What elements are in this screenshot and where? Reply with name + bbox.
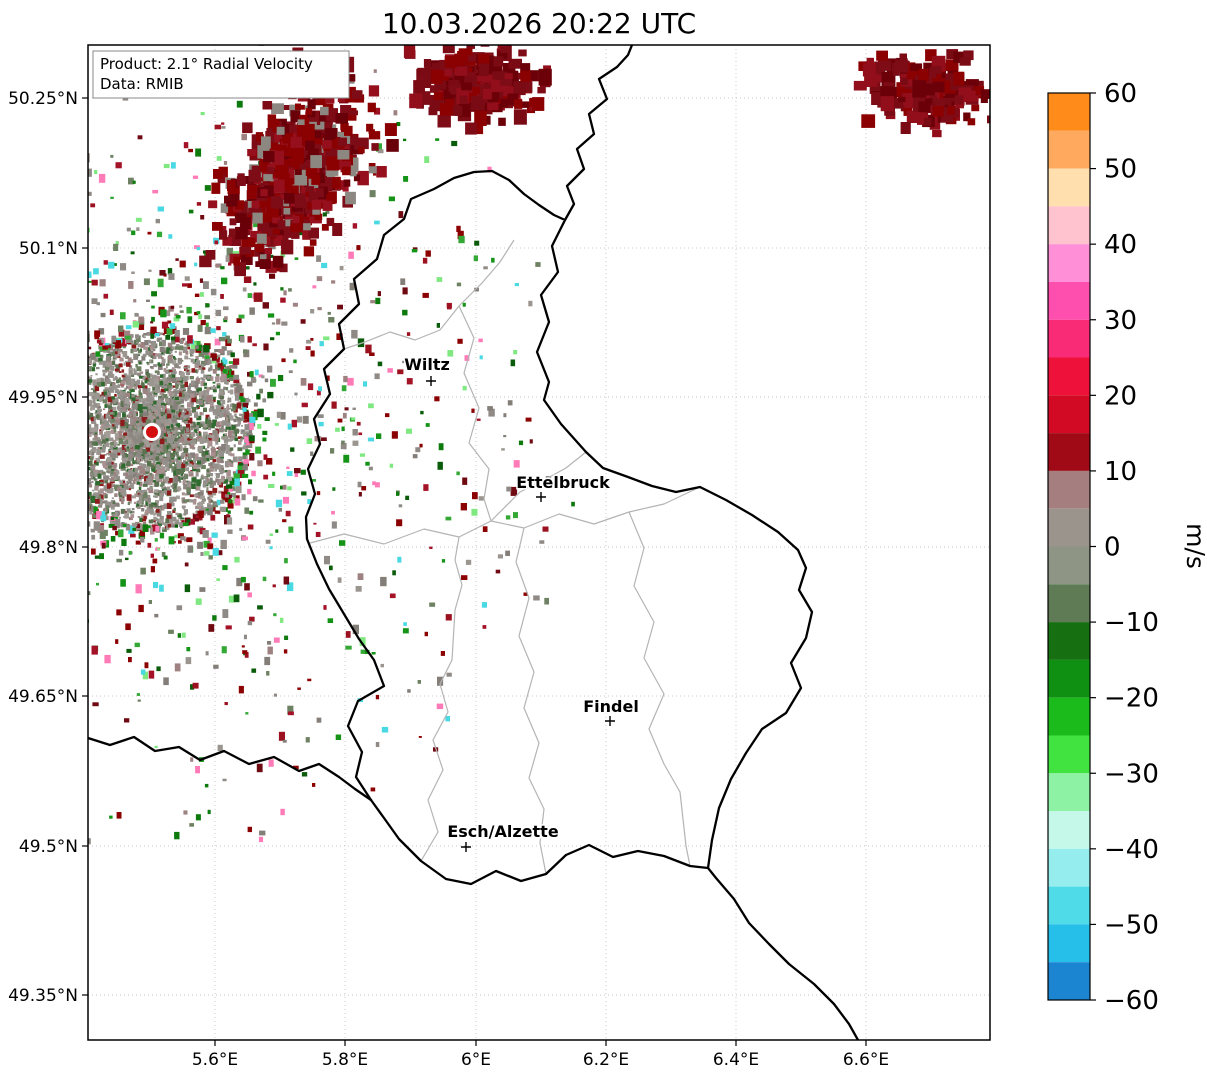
city-marker bbox=[536, 492, 546, 502]
lat-tick-label: 49.95°N bbox=[8, 388, 78, 408]
colorbar-segment bbox=[1048, 811, 1090, 849]
lon-tick-label: 6.2°E bbox=[583, 1050, 629, 1070]
colorbar-tick-label: −50 bbox=[1104, 910, 1159, 940]
city-label: Wiltz bbox=[404, 355, 450, 374]
district-border bbox=[628, 511, 691, 867]
colorbar-tick-label: 40 bbox=[1104, 230, 1137, 260]
country-border bbox=[304, 169, 814, 886]
country-borders-layer bbox=[88, 45, 860, 1040]
colorbar-segment bbox=[1048, 886, 1090, 925]
colorbar-unit-label: m/s bbox=[1181, 523, 1207, 569]
lon-tick-label: 6°E bbox=[461, 1050, 491, 1070]
colorbar-tick-label: −60 bbox=[1104, 986, 1159, 1016]
colorbar-segment bbox=[1048, 357, 1090, 396]
colorbar-tick-label: 20 bbox=[1104, 381, 1137, 411]
radar-echo-layer bbox=[88, 45, 990, 845]
colorbar-segment bbox=[1048, 735, 1090, 774]
colorbar-segment bbox=[1048, 584, 1090, 623]
district-border bbox=[343, 305, 460, 350]
info-box: Product: 2.1° Radial Velocity Data: RMIB bbox=[92, 50, 350, 99]
colorbar-segment bbox=[1048, 206, 1090, 245]
colorbar-segment bbox=[1048, 697, 1090, 736]
district-border bbox=[490, 451, 587, 522]
colorbar-segment bbox=[1048, 659, 1090, 698]
district-border bbox=[515, 527, 547, 875]
axis-ticks-layer: 5.6°E 5.8°E 6°E 6.2°E 6.4°E 6.6°E 50.25°N 50.1°… bbox=[8, 89, 889, 1070]
lat-tick-label: 50.1°N bbox=[19, 239, 78, 259]
colorbar-tick-label: 30 bbox=[1104, 306, 1137, 336]
colorbar-tick-label: 10 bbox=[1104, 457, 1137, 487]
product-label: Product: 2.1° Radial Velocity bbox=[100, 55, 313, 73]
colorbar: 60 50 40 30 20 10 0 −10 −20 −30 −40 −50 −60 bbox=[1047, 79, 1159, 1016]
colorbar-tick-label: 60 bbox=[1104, 79, 1137, 109]
lat-tick-label: 49.65°N bbox=[8, 687, 78, 707]
country-border bbox=[563, 45, 634, 222]
colorbar-segment bbox=[1048, 244, 1090, 282]
colorbar-segment bbox=[1048, 319, 1090, 358]
lat-tick-label: 49.8°N bbox=[19, 538, 78, 558]
colorbar-segment bbox=[1048, 962, 1090, 1000]
colorbar-segment bbox=[1048, 470, 1090, 509]
district-border bbox=[458, 239, 515, 307]
city-marker bbox=[461, 842, 471, 852]
colorbar-segment bbox=[1048, 622, 1090, 660]
figure-title: 10.03.2026 20:22 UTC bbox=[382, 7, 696, 40]
lon-tick-label: 5.8°E bbox=[322, 1050, 368, 1070]
city-label: Findel bbox=[583, 697, 639, 716]
colorbar-segment bbox=[1048, 395, 1090, 434]
colorbar-segment bbox=[1048, 433, 1090, 471]
colorbar-tick-label: 50 bbox=[1104, 155, 1137, 185]
lon-tick-label: 6.6°E bbox=[843, 1050, 889, 1070]
district-border bbox=[309, 486, 701, 545]
colorbar-segment bbox=[1048, 508, 1090, 547]
city-marker bbox=[605, 716, 615, 726]
colorbar-segment bbox=[1048, 168, 1090, 207]
lon-tick-label: 6.4°E bbox=[713, 1050, 759, 1070]
colorbar-segment bbox=[1048, 773, 1090, 812]
colorbar-tick-label: 0 bbox=[1104, 533, 1121, 563]
city-label: Ettelbruck bbox=[516, 473, 610, 492]
data-source-label: Data: RMIB bbox=[100, 75, 184, 93]
city-label: Esch/Alzette bbox=[447, 822, 559, 841]
colorbar-segment bbox=[1048, 93, 1090, 131]
district-border bbox=[458, 305, 492, 522]
lon-tick-label: 5.6°E bbox=[192, 1050, 238, 1070]
lat-tick-label: 49.35°N bbox=[8, 986, 78, 1006]
city-markers-layer: Wiltz Ettelbruck Findel Esch/Alzette bbox=[403, 354, 640, 852]
district-border bbox=[420, 536, 463, 862]
colorbar-tick-label: −40 bbox=[1104, 835, 1159, 865]
colorbar-segment bbox=[1048, 546, 1090, 585]
lat-tick-label: 49.5°N bbox=[19, 837, 78, 857]
colorbar-segment bbox=[1048, 848, 1090, 887]
colorbar-tick-label: −10 bbox=[1104, 608, 1159, 638]
country-border bbox=[88, 735, 373, 802]
lat-tick-label: 50.25°N bbox=[8, 89, 78, 109]
radar-site-marker bbox=[146, 426, 158, 438]
colorbar-segment bbox=[1048, 282, 1090, 320]
map-frame bbox=[87, 44, 991, 1041]
colorbar-segment bbox=[1048, 924, 1090, 963]
info-box-background bbox=[92, 50, 350, 99]
colorbar-tick-label: −30 bbox=[1104, 759, 1159, 789]
colorbar-tick-label: −20 bbox=[1104, 684, 1159, 714]
country-border bbox=[706, 866, 860, 1040]
colorbar-segment bbox=[1048, 130, 1090, 169]
city-marker bbox=[426, 376, 436, 386]
